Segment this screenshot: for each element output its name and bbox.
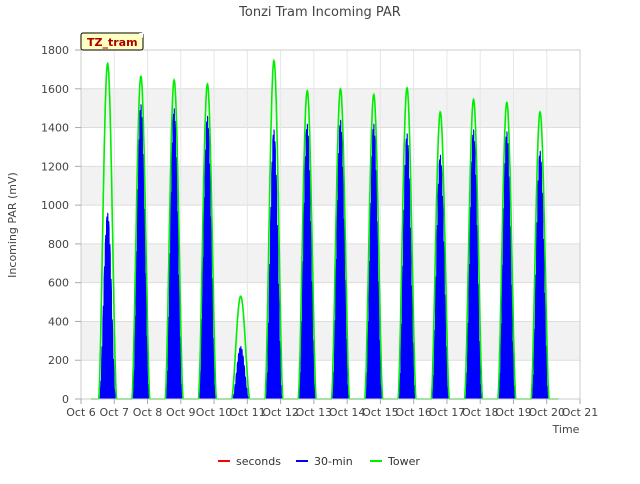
y-tick-label: 1200	[41, 160, 69, 173]
series-30-min-day	[498, 131, 516, 400]
legend-label-tower: Tower	[387, 455, 420, 468]
x-tick-label: Oct 13	[296, 406, 333, 419]
x-tick-label: Oct 11	[229, 406, 266, 419]
series-30-min-day	[365, 123, 383, 400]
series-30-min-day	[165, 108, 183, 400]
site-badge: TZ_tram	[80, 32, 144, 51]
series-30-min-day	[298, 123, 316, 400]
x-tick-label: Oct 16	[395, 406, 432, 419]
series-30-min-day	[132, 104, 150, 400]
plot-band	[81, 166, 580, 206]
x-tick-label: Oct 8	[133, 406, 163, 419]
x-tick-label: Oct 14	[329, 406, 366, 419]
y-axis-label: Incoming PAR (mV)	[6, 172, 19, 278]
x-tick-label: Oct 17	[429, 406, 466, 419]
series-30-min-day	[99, 212, 117, 400]
x-tick-label: Oct 21	[562, 406, 599, 419]
site-badge-label: TZ_tram	[87, 36, 138, 49]
axes: 0 200 400 600 800 1000 1200 1400 1600 1800 Oct 6 Oc…	[41, 44, 598, 419]
y-tick-label: 0	[62, 393, 69, 406]
x-tick-label: Oct 15	[362, 406, 399, 419]
plot-background	[81, 50, 580, 399]
x-tick-label: Oct 9	[166, 406, 196, 419]
plot-band	[81, 88, 580, 128]
y-tick-label: 1600	[41, 83, 69, 96]
x-tick-label: Oct 7	[100, 406, 130, 419]
plot-band	[81, 321, 580, 361]
series-layer	[91, 58, 559, 400]
y-tick-label: 800	[48, 238, 69, 251]
y-tick-label: 200	[48, 354, 69, 367]
series-30-min-day	[198, 115, 216, 400]
y-tick-label: 1000	[41, 199, 69, 212]
plot-border	[80, 49, 581, 400]
y-tick-label: 600	[48, 277, 69, 290]
x-tick-label: Oct 12	[262, 406, 299, 419]
y-tick-label: 1400	[41, 122, 69, 135]
x-axis-label: Time	[552, 423, 580, 436]
x-tick-label: Oct 18	[462, 406, 499, 419]
x-tick-label: Oct 6	[66, 406, 96, 419]
x-tick-label: Oct 19	[495, 406, 532, 419]
series-30-min-day	[531, 150, 549, 400]
series-30-min-day	[331, 119, 349, 400]
series-30-min-day	[398, 133, 416, 400]
x-tick-label: Oct 10	[196, 406, 233, 419]
legend: seconds 30-min Tower	[218, 455, 420, 468]
legend-label-30-min: 30-min	[314, 455, 353, 468]
x-tick-label: Oct 20	[528, 406, 565, 419]
legend-label-seconds: seconds	[236, 455, 281, 468]
series-30-min-day	[465, 129, 482, 400]
y-tick-label: 400	[48, 315, 69, 328]
y-tick-label: 1800	[41, 44, 69, 57]
plot-band	[81, 243, 580, 283]
series-30-min-day	[231, 345, 250, 400]
chart-title: Tonzi Tram Incoming PAR	[238, 5, 401, 20]
series-30-min-day	[265, 129, 283, 400]
series-30-min-day	[431, 154, 449, 400]
